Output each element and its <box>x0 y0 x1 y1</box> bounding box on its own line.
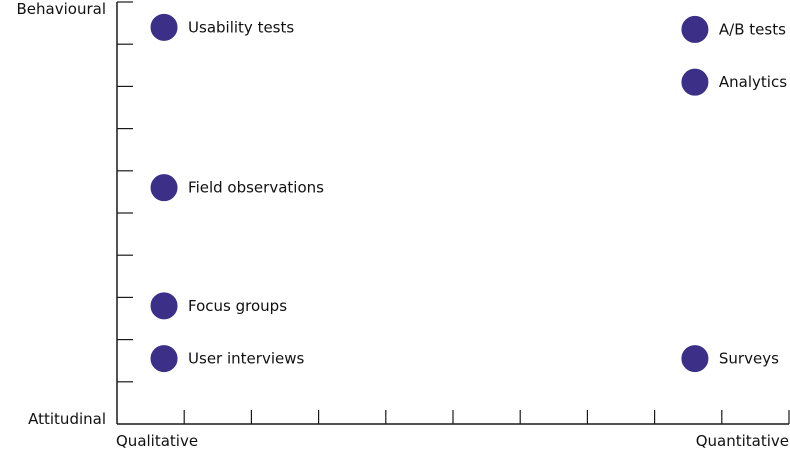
data-points: Usability tests A/B tests Analytics Field o… <box>149 12 787 374</box>
y-axis-top-label: Behavioural <box>17 0 106 18</box>
data-point-label: User interviews <box>188 350 304 368</box>
data-point-label: Analytics <box>719 73 787 91</box>
data-point-label: Usability tests <box>188 18 294 36</box>
y-axis-bottom-label: Attitudinal <box>28 410 106 428</box>
data-point <box>149 291 179 321</box>
data-point <box>149 344 179 374</box>
data-point <box>149 173 179 203</box>
x-axis-left-label: Qualitative <box>116 432 198 450</box>
data-point <box>680 14 710 44</box>
data-point-label: Focus groups <box>188 297 287 315</box>
x-axis-right-label: Quantitative <box>696 432 789 450</box>
data-point <box>149 12 179 42</box>
data-point-label: Surveys <box>719 350 779 368</box>
data-point <box>680 344 710 374</box>
y-axis-ticks <box>117 1 133 383</box>
x-axis-ticks <box>183 410 790 424</box>
data-point-label: A/B tests <box>719 20 786 38</box>
data-point <box>680 67 710 97</box>
data-point-label: Field observations <box>188 179 324 197</box>
